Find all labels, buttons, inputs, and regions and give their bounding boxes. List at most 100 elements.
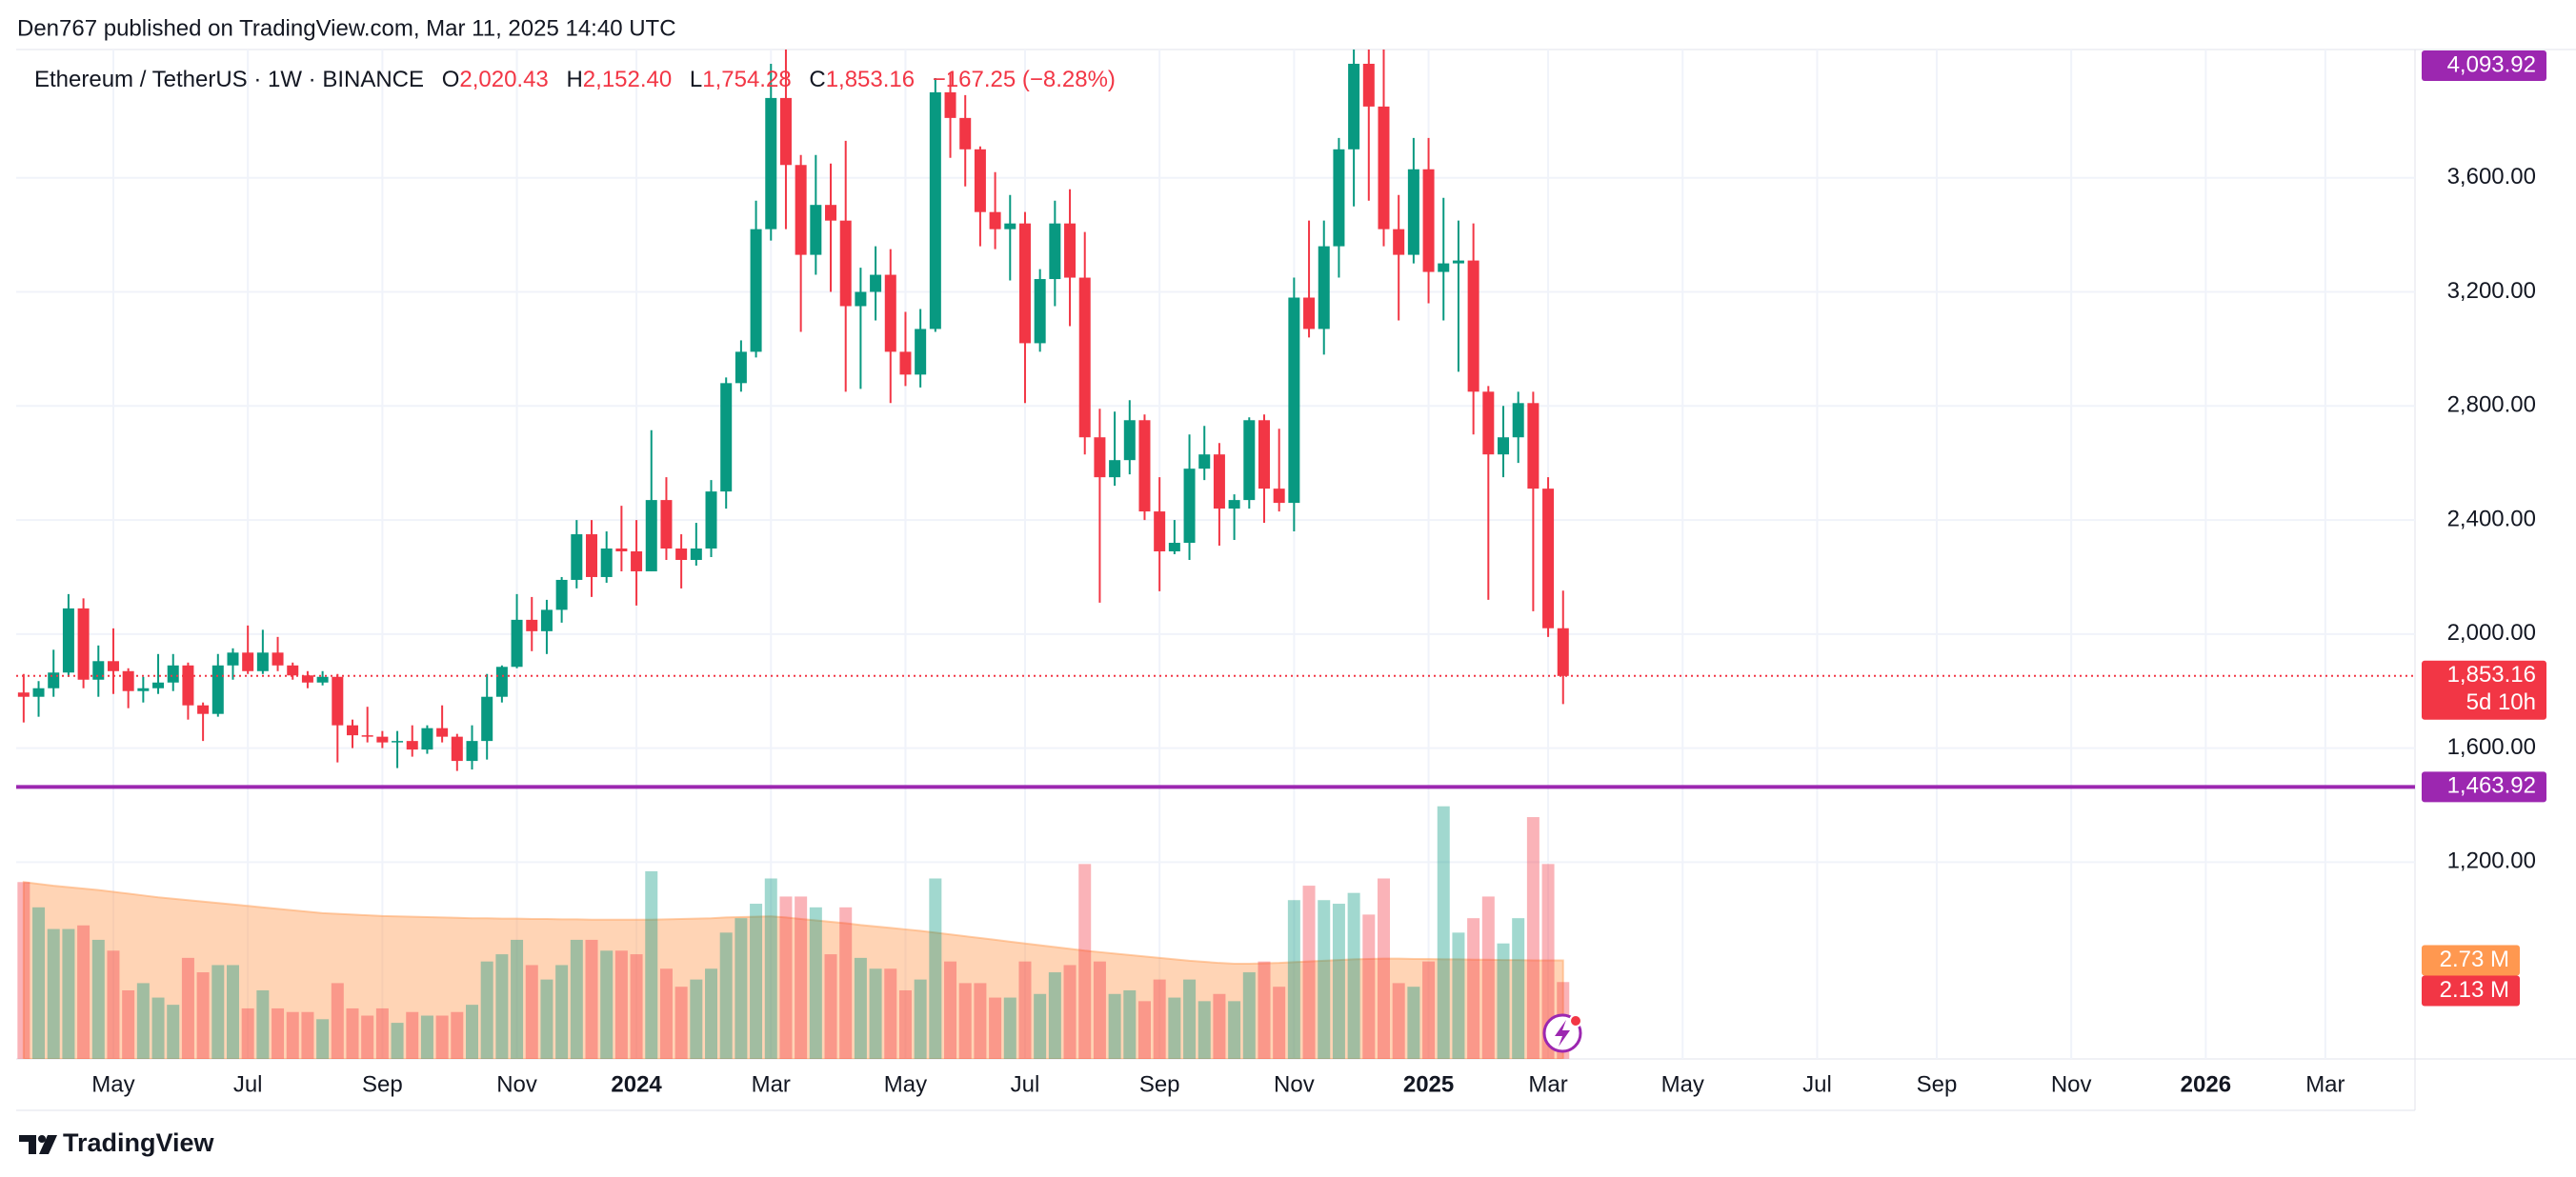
volume-bar [1481, 896, 1495, 1059]
volume-bar [331, 983, 344, 1059]
replay-icon[interactable] [1542, 1013, 1582, 1053]
x-tick-label: Jul [233, 1071, 263, 1097]
volume-bar [1034, 993, 1047, 1059]
candle-body [1168, 543, 1180, 552]
y-tick-label: 1,200.00 [2447, 848, 2536, 874]
candle-body [1064, 223, 1077, 278]
volume-bar [1287, 900, 1300, 1059]
logo-v [39, 1135, 57, 1154]
icon-bolt[interactable] [1555, 1020, 1570, 1047]
volume-bar [1422, 961, 1436, 1059]
candle-body [571, 534, 583, 580]
volume-bar [406, 1011, 419, 1059]
ohlc-key: C [809, 67, 825, 92]
volume-bar [929, 878, 942, 1059]
volume-bar [1018, 961, 1032, 1059]
volume-bar [1258, 961, 1271, 1059]
price-label-box [2422, 660, 2546, 720]
volume-bar [1541, 864, 1555, 1059]
volume-bar [1048, 972, 1061, 1059]
volume-bar [824, 954, 837, 1059]
volume-bar [1078, 864, 1092, 1059]
volume-bar [47, 928, 60, 1059]
volume-bar [735, 918, 748, 1059]
candle-body [1198, 454, 1211, 469]
y-tick-label: 1,600.00 [2447, 734, 2536, 760]
candle-body [795, 165, 807, 255]
candle-body [242, 652, 254, 671]
candle-body [346, 725, 358, 736]
candle-body [301, 675, 313, 683]
volume-bar [630, 954, 643, 1059]
candle-body [1362, 63, 1375, 107]
volume-bar [555, 965, 569, 1059]
x-tick-label: Nov [1274, 1071, 1315, 1097]
x-tick-label: Mar [1528, 1071, 1567, 1097]
candle-body [107, 661, 119, 671]
candle-body [1049, 223, 1061, 280]
candle-body [436, 728, 449, 737]
icon-dot[interactable] [1569, 1014, 1582, 1027]
candle-body [929, 91, 941, 329]
volume-bar [361, 1015, 374, 1059]
candle-body [392, 741, 404, 743]
candle-body [256, 652, 269, 671]
volume-bar [151, 997, 165, 1059]
candle-body [1498, 437, 1510, 455]
published-note: Den767 published on TradingView.com, Mar… [17, 15, 676, 41]
volume-bar [600, 950, 614, 1059]
volume-bar [211, 965, 225, 1059]
volume-bar [854, 957, 867, 1059]
volume-bar [1183, 979, 1197, 1059]
brand-logo [19, 1135, 57, 1154]
volume-bar [690, 979, 703, 1059]
candle-body [690, 549, 702, 560]
candle-body [675, 549, 688, 560]
volume-bar [779, 896, 793, 1059]
x-tick-label: Jul [1011, 1071, 1040, 1097]
volume-bar [944, 961, 957, 1059]
candle-body [1407, 169, 1419, 255]
candle-body [1482, 391, 1495, 455]
candle-body [1183, 469, 1196, 544]
axes: 1,200.00 1,600.00 2,000.00 2,400.00 2,800.00… [91, 50, 2546, 1097]
candle-body [1018, 223, 1031, 344]
volume-bar [1108, 993, 1121, 1059]
logo-dot [38, 1135, 46, 1143]
candle-body [1273, 489, 1285, 504]
candle-body [855, 291, 867, 307]
x-tick-label: Sep [1139, 1071, 1180, 1097]
volume-bar [181, 957, 194, 1059]
candle-body [316, 676, 329, 683]
candle-body [1467, 260, 1479, 392]
volume-bar [1407, 987, 1420, 1059]
volume-bar [1137, 1001, 1151, 1059]
candle-body [1288, 297, 1300, 504]
volume-bar [301, 1011, 314, 1059]
x-tick-label: May [1661, 1071, 1704, 1097]
volume-bar [391, 1023, 404, 1059]
symbol: Ethereum / TetherUS · 1W · BINANCE [34, 67, 424, 92]
ohlc-key: H [566, 67, 582, 92]
candle-body [77, 608, 90, 680]
volume-bar [1242, 972, 1256, 1059]
volume-bar [511, 939, 524, 1059]
volume-bar [614, 950, 628, 1059]
ohlc-key: O [442, 67, 460, 92]
volume-label-box [2422, 975, 2520, 1007]
logo-t [19, 1135, 36, 1154]
candle-body [1109, 460, 1121, 478]
volume-bar [91, 939, 105, 1059]
volume-bar [1362, 914, 1376, 1059]
volume-bar [645, 870, 658, 1059]
volume-bar [764, 878, 777, 1059]
x-tick-label: Sep [362, 1071, 403, 1097]
volume-bar [1273, 987, 1286, 1059]
candle-body [1243, 420, 1256, 501]
x-tick-label: Jul [1802, 1071, 1832, 1097]
x-tick-label: 2024 [611, 1071, 662, 1097]
volume-bar [1228, 1001, 1241, 1059]
volume-bar [62, 928, 75, 1059]
volume-bar [974, 983, 987, 1059]
